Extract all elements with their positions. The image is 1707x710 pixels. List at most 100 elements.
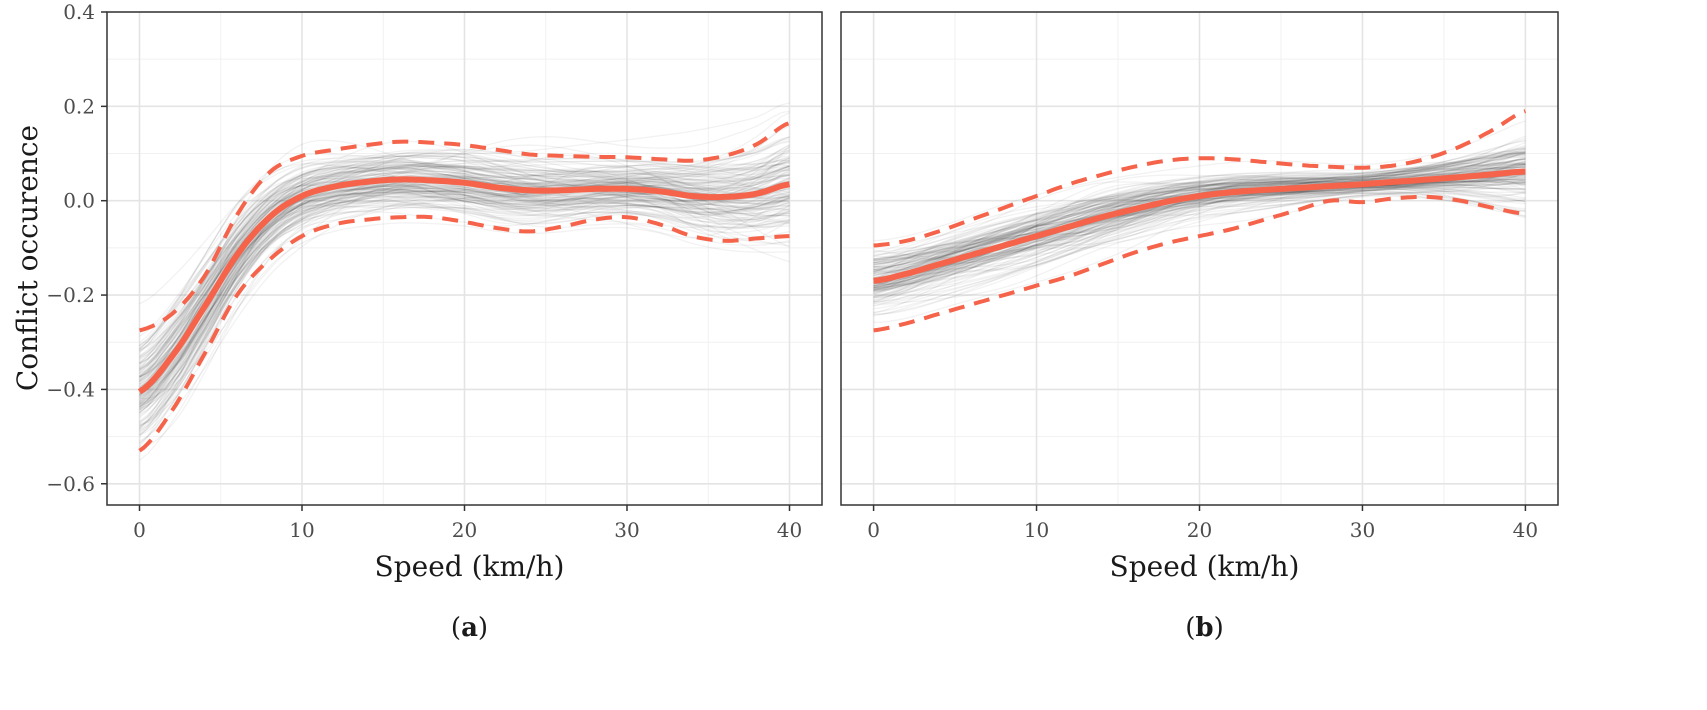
sample-curve bbox=[873, 160, 1526, 268]
sample-curve bbox=[139, 164, 790, 369]
panel-a: 0 10 20 30 40 0.4 0.2 0.0 −0.2 −0.4 −0.6 Speed (km/… bbox=[46, 0, 823, 643]
sample-curve bbox=[873, 153, 1526, 266]
sample-curve bbox=[139, 172, 790, 382]
sample-curve bbox=[139, 172, 790, 430]
sample-curve bbox=[873, 137, 1526, 258]
y-tick-label: 0.4 bbox=[63, 0, 95, 24]
sample-curve bbox=[139, 179, 790, 390]
sample-curve bbox=[139, 165, 790, 381]
y-tick-label: −0.2 bbox=[46, 283, 95, 307]
sample-curve bbox=[139, 158, 790, 370]
sample-curve bbox=[139, 102, 790, 305]
sample-curve bbox=[139, 157, 790, 359]
sample-curve bbox=[873, 172, 1526, 274]
sample-curve bbox=[873, 151, 1526, 288]
sample-curve bbox=[139, 165, 790, 404]
sample-curve bbox=[139, 195, 790, 415]
sample-curve bbox=[873, 184, 1526, 293]
sample-curve bbox=[873, 191, 1526, 307]
sample-curve bbox=[139, 169, 790, 449]
sample-curve bbox=[873, 156, 1526, 260]
sample-curve bbox=[873, 158, 1526, 272]
sample-curve bbox=[139, 146, 790, 382]
sample-curve bbox=[139, 164, 790, 372]
sample-curve bbox=[139, 168, 790, 402]
y-tick-label: −0.4 bbox=[46, 377, 95, 401]
sample-curve bbox=[873, 182, 1526, 292]
sample-curve bbox=[139, 189, 790, 430]
x-tick-label: 20 bbox=[1187, 518, 1212, 542]
sample-curve bbox=[139, 164, 790, 400]
sample-curve bbox=[139, 152, 790, 368]
sample-curve bbox=[139, 171, 790, 389]
sample-curve bbox=[139, 171, 790, 378]
sample-curve bbox=[139, 151, 790, 359]
sample-curve bbox=[139, 190, 790, 405]
x-axis-title: Speed (km/h) bbox=[1110, 550, 1300, 583]
sample-curve bbox=[139, 200, 790, 428]
sample-curve bbox=[873, 154, 1526, 263]
sample-curve bbox=[139, 156, 790, 357]
sample-curve bbox=[873, 174, 1526, 299]
sample-curve bbox=[139, 173, 790, 400]
y-axis-title: Conflict occurence bbox=[11, 125, 44, 391]
sample-curve bbox=[139, 148, 790, 377]
sample-curve bbox=[873, 181, 1526, 302]
sample-curve bbox=[873, 188, 1526, 292]
sample-curve bbox=[139, 188, 790, 398]
grid bbox=[841, 11, 1558, 505]
sample-curve bbox=[139, 139, 790, 383]
sample-curve bbox=[139, 178, 790, 398]
sample-curve bbox=[873, 158, 1526, 268]
sample-curve bbox=[139, 144, 790, 365]
x-tick-label: 30 bbox=[1350, 518, 1375, 542]
sample-curve bbox=[873, 184, 1526, 297]
sample-curve bbox=[873, 148, 1526, 266]
sample-curve bbox=[139, 136, 790, 347]
sample-curve bbox=[139, 154, 790, 349]
sample-curve bbox=[139, 163, 790, 364]
sample-curve bbox=[873, 158, 1526, 275]
sample-curve bbox=[139, 191, 790, 423]
sample-curve bbox=[873, 165, 1526, 275]
sample-curve bbox=[139, 184, 790, 403]
sample-curve bbox=[139, 121, 790, 350]
sample-curve bbox=[139, 148, 790, 377]
sample-curve bbox=[873, 150, 1526, 268]
sample-curve bbox=[139, 207, 790, 424]
sample-curve bbox=[139, 193, 790, 417]
sample-curve bbox=[139, 189, 790, 413]
sample-curve bbox=[139, 190, 790, 414]
sample-curve bbox=[139, 160, 790, 370]
sample-curve bbox=[139, 192, 790, 408]
sample-curve bbox=[873, 185, 1526, 296]
sample-curve bbox=[139, 186, 790, 426]
sample-curve bbox=[139, 192, 790, 411]
sample-curve bbox=[873, 171, 1526, 285]
sample-curve bbox=[873, 147, 1526, 263]
sample-curve bbox=[873, 186, 1526, 315]
sample-curve bbox=[873, 184, 1526, 298]
sample-curve bbox=[873, 189, 1526, 323]
sample-curve bbox=[873, 186, 1526, 303]
sample-curve bbox=[139, 155, 790, 360]
sample-curve bbox=[139, 150, 790, 374]
sample-curve bbox=[139, 196, 790, 444]
sample-curve bbox=[139, 157, 790, 392]
sample-curve bbox=[139, 155, 790, 358]
sample-curve bbox=[139, 144, 790, 356]
x-tick-label: 20 bbox=[452, 518, 477, 542]
sample-curve bbox=[139, 194, 790, 433]
sample-curve bbox=[139, 110, 790, 337]
sample-curve bbox=[873, 187, 1526, 299]
sample-curve bbox=[873, 155, 1526, 262]
sample-curve bbox=[873, 184, 1526, 292]
sample-curve bbox=[139, 171, 790, 378]
sample-curve bbox=[873, 149, 1526, 260]
sample-curve bbox=[139, 164, 790, 369]
x-tick-label: 10 bbox=[1024, 518, 1049, 542]
y-tick-label: 0.0 bbox=[63, 189, 95, 213]
sample-curve bbox=[139, 179, 790, 374]
sample-curve bbox=[139, 191, 790, 407]
sample-curve bbox=[139, 195, 790, 405]
